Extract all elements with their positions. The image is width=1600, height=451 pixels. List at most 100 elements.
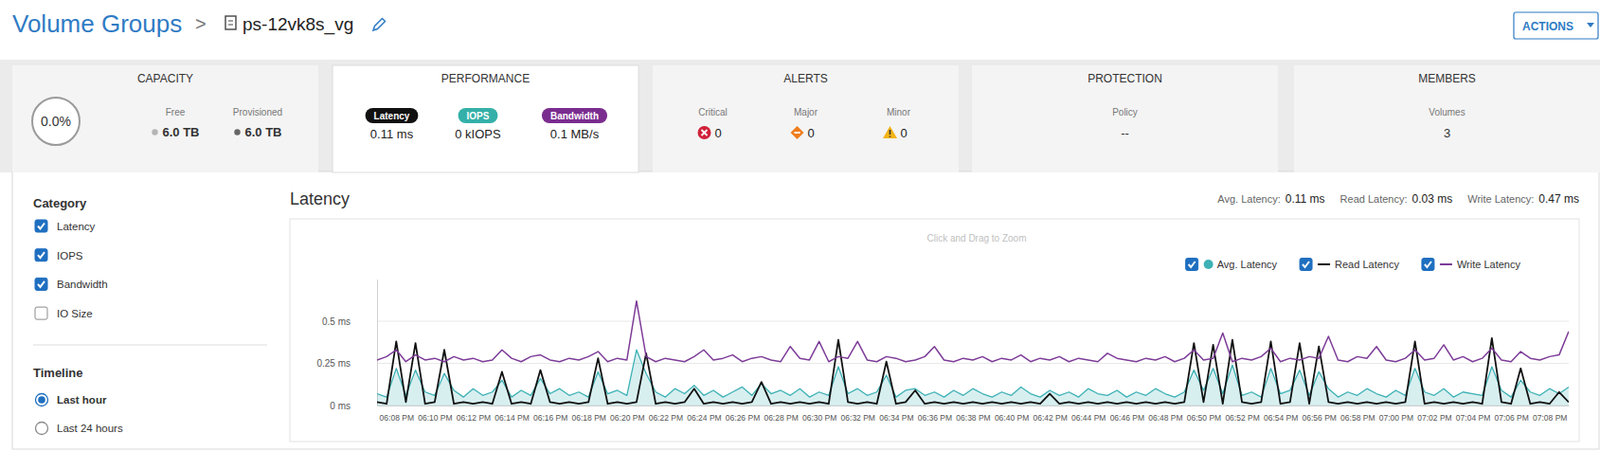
timeline-option[interactable]: Last hour <box>35 394 108 407</box>
card-title: ALERTS <box>783 71 827 86</box>
x-tick-label: 07:02 PM <box>1417 413 1452 423</box>
checkbox[interactable] <box>35 219 48 233</box>
summary-card[interactable]: ALERTSCritical0Major0Minor0 <box>652 65 959 173</box>
x-tick: 06:10 PM <box>417 405 452 423</box>
sidebar: CategoryLatencyIOPSBandwidthIO SizeTimel… <box>33 196 268 435</box>
category-option[interactable]: IOPS <box>35 249 84 262</box>
x-tick-label: 06:28 PM <box>763 413 798 423</box>
x-tick: 07:04 PM <box>1456 405 1491 423</box>
x-tick: 06:30 PM <box>802 405 837 423</box>
card-background[interactable] <box>652 65 959 173</box>
x-tick: 06:08 PM <box>379 405 414 423</box>
grid <box>377 321 1569 406</box>
actions-button[interactable]: ACTIONS <box>1513 12 1599 39</box>
radio[interactable] <box>35 394 49 407</box>
legend-item[interactable]: Avg. Latency <box>1186 258 1278 271</box>
x-tick-label: 06:34 PM <box>879 413 914 423</box>
option-label[interactable]: Latency <box>56 220 96 233</box>
y-tick: 0 ms <box>329 400 378 412</box>
x-tick: 06:20 PM <box>610 405 645 423</box>
check-icon <box>1188 261 1196 268</box>
x-tick-label: 06:26 PM <box>725 413 760 423</box>
legend-label[interactable]: Avg. Latency <box>1217 258 1278 270</box>
category-option[interactable]: Latency <box>35 219 96 233</box>
legend-label[interactable]: Read Latency <box>1334 258 1400 270</box>
series-line <box>377 349 1569 397</box>
check-icon <box>1424 261 1432 268</box>
edit-icon[interactable] <box>373 18 386 32</box>
x-tick-label: 07:08 PM <box>1532 413 1567 423</box>
option-label[interactable]: Last hour <box>56 394 108 406</box>
x-tick: 06:42 PM <box>1032 405 1067 423</box>
item-label: Volumes <box>1428 107 1465 118</box>
stat-label: Provisioned <box>233 107 283 118</box>
x-tick: 06:26 PM <box>725 405 760 423</box>
checkbox[interactable] <box>1421 258 1435 271</box>
grid-line <box>377 321 1569 323</box>
check-icon <box>37 223 45 230</box>
x-tick: 06:46 PM <box>1110 405 1145 423</box>
timeline-option[interactable]: Last 24 hours <box>35 422 124 435</box>
x-tick-label: 06:16 PM <box>533 413 568 423</box>
category-option[interactable]: Bandwidth <box>35 277 108 290</box>
x-axis-line <box>377 405 1570 407</box>
section-title: Timeline <box>33 365 84 380</box>
card-background[interactable] <box>12 65 319 173</box>
series-line <box>377 338 1569 404</box>
legend-label[interactable]: Write Latency <box>1456 258 1522 270</box>
x-tick: 06:48 PM <box>1148 405 1183 423</box>
button-label[interactable]: ACTIONS <box>1522 19 1574 34</box>
x-tick: 07:06 PM <box>1493 405 1529 423</box>
divider <box>33 344 268 346</box>
card-background[interactable] <box>332 65 639 173</box>
caret-icon[interactable] <box>1586 22 1595 28</box>
option-label[interactable]: Bandwidth <box>56 278 108 290</box>
y-tick: 0.25 ms <box>316 358 378 369</box>
legend-item[interactable]: Write Latency <box>1421 258 1522 271</box>
plot-marks <box>377 301 1569 406</box>
stat-value: 0.47 ms <box>1538 192 1580 206</box>
summary-card[interactable]: CAPACITY0.0%Free6.0 TBProvisioned6.0 TB <box>12 65 319 173</box>
y-tick-label: 0.5 ms <box>322 316 351 327</box>
icon-frame <box>225 16 236 30</box>
checkbox[interactable] <box>1186 258 1199 271</box>
x-tick: 06:36 PM <box>917 405 953 423</box>
y-axis: 0 ms 0.25 ms 0.5 ms <box>316 279 378 412</box>
series-line <box>377 301 1569 362</box>
radio-dot[interactable] <box>37 395 46 404</box>
metric-value: 0.11 ms <box>370 126 414 142</box>
summary-card[interactable]: PERFORMANCELatency0.11 msIOPS0 kIOPSBand… <box>332 65 639 173</box>
stat-label: Write Latency: <box>1467 193 1534 205</box>
metric-badge-label: Bandwidth <box>550 110 599 122</box>
content-panel <box>12 171 1600 450</box>
stat-value: 6.0 TB <box>161 125 199 140</box>
x-tick-label: 06:40 PM <box>994 413 1029 423</box>
legend-item[interactable]: Read Latency <box>1299 258 1400 271</box>
gauge-value: 0.0% <box>40 113 72 129</box>
breadcrumb-link[interactable]: Volume Groups <box>12 9 182 38</box>
checkbox[interactable] <box>35 277 48 290</box>
card-title: CAPACITY <box>137 71 194 86</box>
x-tick-label: 06:48 PM <box>1148 413 1183 423</box>
summary-card[interactable]: PROTECTIONPolicy-- <box>971 65 1278 173</box>
x-tick: 06:44 PM <box>1071 405 1106 423</box>
radio[interactable] <box>35 422 49 435</box>
category-option[interactable]: IO Size <box>35 306 93 320</box>
checkbox[interactable] <box>1299 258 1313 271</box>
x-tick: 06:56 PM <box>1302 405 1337 423</box>
option-label[interactable]: IO Size <box>56 307 93 320</box>
stat-value: 0.03 ms <box>1412 192 1454 206</box>
legend-swatch <box>1204 259 1214 270</box>
x-tick-label: 06:38 PM <box>955 413 990 423</box>
checkbox[interactable] <box>35 249 48 262</box>
stat-label: Read Latency: <box>1340 193 1408 205</box>
option-label[interactable]: Last 24 hours <box>56 422 124 434</box>
card-background[interactable] <box>971 65 1278 173</box>
option-label[interactable]: IOPS <box>56 250 84 262</box>
summary-card[interactable]: MEMBERSVolumes3 <box>1294 65 1600 173</box>
button-frame[interactable] <box>1513 12 1599 39</box>
metric-value: 0 kIOPS <box>454 126 502 142</box>
card-background[interactable] <box>1294 65 1600 173</box>
checkbox[interactable] <box>35 306 48 320</box>
x-tick-label: 06:24 PM <box>686 413 721 423</box>
